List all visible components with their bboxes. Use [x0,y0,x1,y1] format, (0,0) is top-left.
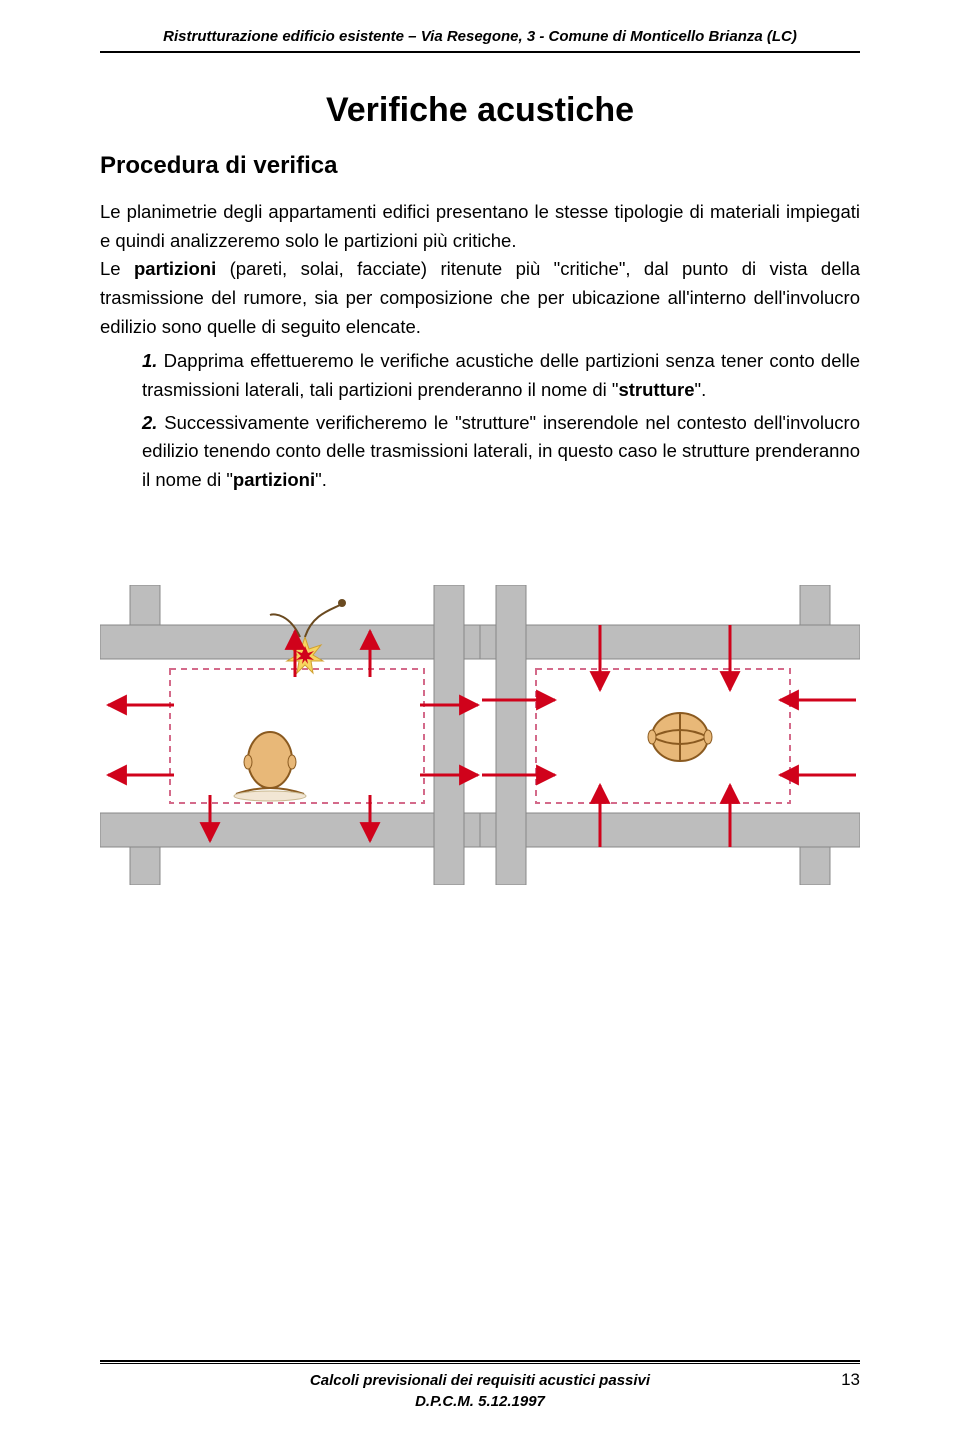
paragraph-2: Le partizioni (pareti, solai, facciate) … [100,255,860,341]
figure-source-room [100,585,480,885]
paragraph-1: Le planimetrie degli appartamenti edific… [100,198,860,255]
figure-receiver-room [480,585,860,885]
header-rule [100,51,860,53]
page-title: Verifiche acustiche [100,91,860,130]
ordered-list: 1. Dapprima effettueremo le verifiche ac… [100,347,860,494]
figures-row [100,585,860,885]
list-item-1: 1. Dapprima effettueremo le verifiche ac… [142,347,860,404]
list-item-1-bold: strutture [618,379,694,400]
list-num-1: 1. [142,350,157,371]
footer-line-1: Calcoli previsionali dei requisiti acust… [310,1370,650,1392]
list-item-1-post: ". [695,379,707,400]
paragraph-2-pre: Le [100,258,134,279]
section-subtitle: Procedura di verifica [100,152,860,180]
list-item-1-pre: Dapprima effettueremo le verifiche acust… [142,350,860,400]
page-footer: Calcoli previsionali dei requisiti acust… [100,1360,860,1414]
paragraph-2-bold: partizioni [134,258,216,279]
paragraph-1-text: Le planimetrie degli appartamenti edific… [100,201,860,251]
page-header: Ristrutturazione edificio esistente – Vi… [100,0,860,53]
list-item-2-bold: partizioni [233,469,315,490]
list-item-2-post: ". [315,469,327,490]
footer-rule-bot [100,1363,860,1364]
footer-rule-top [100,1360,860,1362]
footer-center: Calcoli previsionali dei requisiti acust… [310,1370,650,1414]
header-text: Ristrutturazione edificio esistente – Vi… [100,28,860,45]
list-item-2: 2. Successivamente verificheremo le "str… [142,409,860,495]
footer-line-2: D.P.C.M. 5.12.1997 [310,1391,650,1413]
page-number: 13 [841,1370,860,1390]
list-num-2: 2. [142,412,157,433]
